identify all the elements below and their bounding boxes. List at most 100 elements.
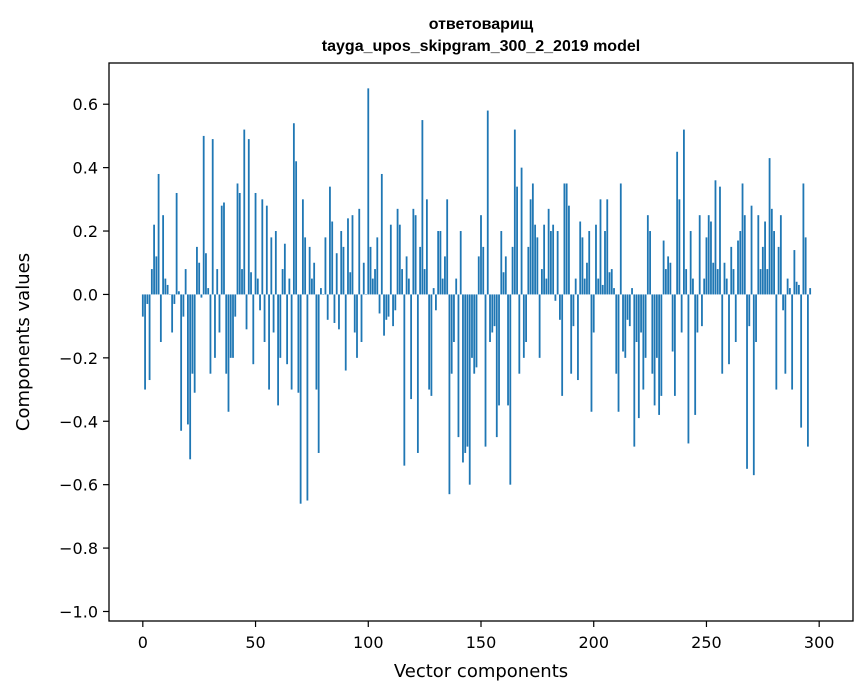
y-axis: −1.0 −0.8 −0.6 −0.4 −0.2 0.0 0.2 0.4 0.6 [59, 95, 109, 621]
bar [148, 294, 151, 381]
bar [608, 272, 611, 295]
bar [678, 199, 681, 295]
bar [252, 294, 255, 365]
bar [311, 278, 313, 295]
bar [317, 294, 320, 453]
bar [714, 180, 717, 295]
bar [241, 269, 243, 295]
bar [750, 205, 753, 295]
bar [480, 215, 482, 295]
bar [453, 294, 455, 342]
bar [385, 294, 388, 320]
bar [748, 294, 751, 327]
bar [315, 294, 318, 390]
bar [259, 294, 261, 311]
bar [572, 294, 575, 327]
bar [187, 294, 189, 425]
bar [216, 269, 219, 295]
bar [770, 208, 773, 295]
bar [757, 215, 760, 295]
bar [592, 294, 595, 333]
bar [581, 237, 584, 295]
bar [716, 269, 719, 295]
bar [631, 288, 633, 295]
bar [552, 224, 555, 295]
bar [342, 246, 345, 295]
bar [398, 224, 401, 295]
bar [752, 294, 755, 476]
bar [288, 278, 291, 295]
y-tick-label: −0.8 [59, 539, 98, 558]
bar [292, 123, 295, 295]
bar [444, 256, 446, 295]
bar [570, 294, 573, 374]
bar [622, 294, 624, 352]
bar [477, 256, 480, 295]
bar [590, 294, 593, 412]
bars-group [141, 88, 812, 504]
bar [261, 199, 264, 295]
bar [486, 110, 489, 295]
bar [335, 253, 338, 295]
bar [694, 294, 697, 415]
bar [561, 294, 564, 396]
bar [685, 269, 688, 295]
bar [484, 294, 487, 447]
x-axis: 0 50 100 150 200 250 300 [138, 621, 834, 652]
bar [725, 278, 728, 295]
bar [468, 294, 471, 485]
bar [588, 231, 591, 295]
bar [177, 291, 180, 295]
x-tick-label: 200 [578, 633, 609, 652]
bar [155, 256, 158, 295]
bar [658, 294, 661, 415]
bar [356, 294, 358, 358]
bar [545, 278, 548, 295]
x-tick-label: 250 [691, 633, 722, 652]
bar [797, 284, 800, 295]
bar [493, 294, 496, 327]
bar [421, 120, 424, 295]
bar [272, 294, 275, 333]
bar [247, 139, 250, 295]
y-tick-label: 0.0 [73, 285, 98, 304]
bar [270, 237, 273, 295]
bar [475, 294, 478, 368]
bar [184, 269, 187, 295]
bar [432, 288, 435, 295]
bar [507, 294, 509, 406]
bar [380, 173, 383, 295]
bar [793, 250, 796, 295]
bar [234, 294, 237, 317]
bar [299, 294, 302, 504]
bar [498, 294, 500, 406]
bar [360, 294, 363, 342]
bar [502, 272, 505, 295]
bar [732, 269, 735, 295]
bar [304, 237, 307, 295]
bar [295, 161, 298, 295]
bar [207, 288, 210, 295]
bar [613, 288, 615, 295]
bar [351, 215, 354, 295]
bar [387, 294, 390, 317]
bar [254, 192, 257, 295]
bar [671, 294, 674, 352]
bar [164, 278, 167, 295]
bar [775, 294, 778, 390]
bar [182, 294, 185, 317]
bar [349, 272, 352, 295]
bar [471, 294, 473, 358]
x-tick-label: 50 [245, 633, 265, 652]
bar [782, 294, 785, 311]
bar [664, 269, 667, 295]
bar [540, 269, 543, 295]
bar [595, 224, 597, 295]
bar [655, 294, 658, 358]
bar [653, 294, 656, 406]
bar [703, 278, 706, 295]
chart-title: ответоварищ [429, 16, 534, 33]
bar [146, 294, 149, 304]
bar [741, 183, 744, 295]
bar [489, 294, 491, 342]
